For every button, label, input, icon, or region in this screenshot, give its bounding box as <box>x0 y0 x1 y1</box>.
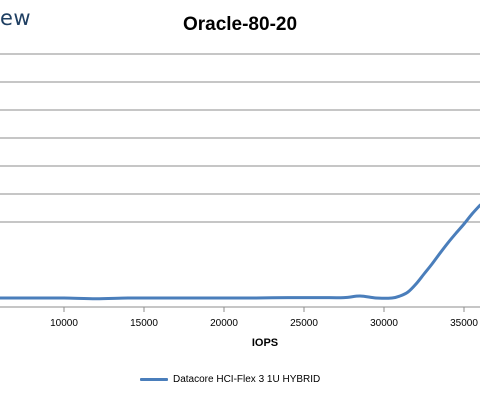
data-series <box>0 203 480 301</box>
x-tick-label: 20000 <box>210 318 238 329</box>
legend: Datacore HCI-Flex 3 1U HYBRID <box>140 372 320 386</box>
x-tick-label: 25000 <box>290 318 318 329</box>
x-tick-label: 15000 <box>130 318 158 329</box>
watermark-text: ew <box>0 6 32 30</box>
series-line <box>0 203 480 301</box>
x-axis-title: IOPS <box>251 337 279 349</box>
x-tick-label: 30000 <box>370 318 398 329</box>
gridlines <box>0 53 480 223</box>
legend-label: Datacore HCI-Flex 3 1U HYBRID <box>173 373 321 385</box>
legend-swatch <box>140 377 168 381</box>
x-axis-ticks: 10000 15000 20000 25000 30000 35000 <box>50 307 478 329</box>
chart-title: Oracle-80-20 <box>182 14 298 35</box>
x-tick-label: 10000 <box>50 318 78 329</box>
x-tick-label: 35000 <box>450 318 478 329</box>
